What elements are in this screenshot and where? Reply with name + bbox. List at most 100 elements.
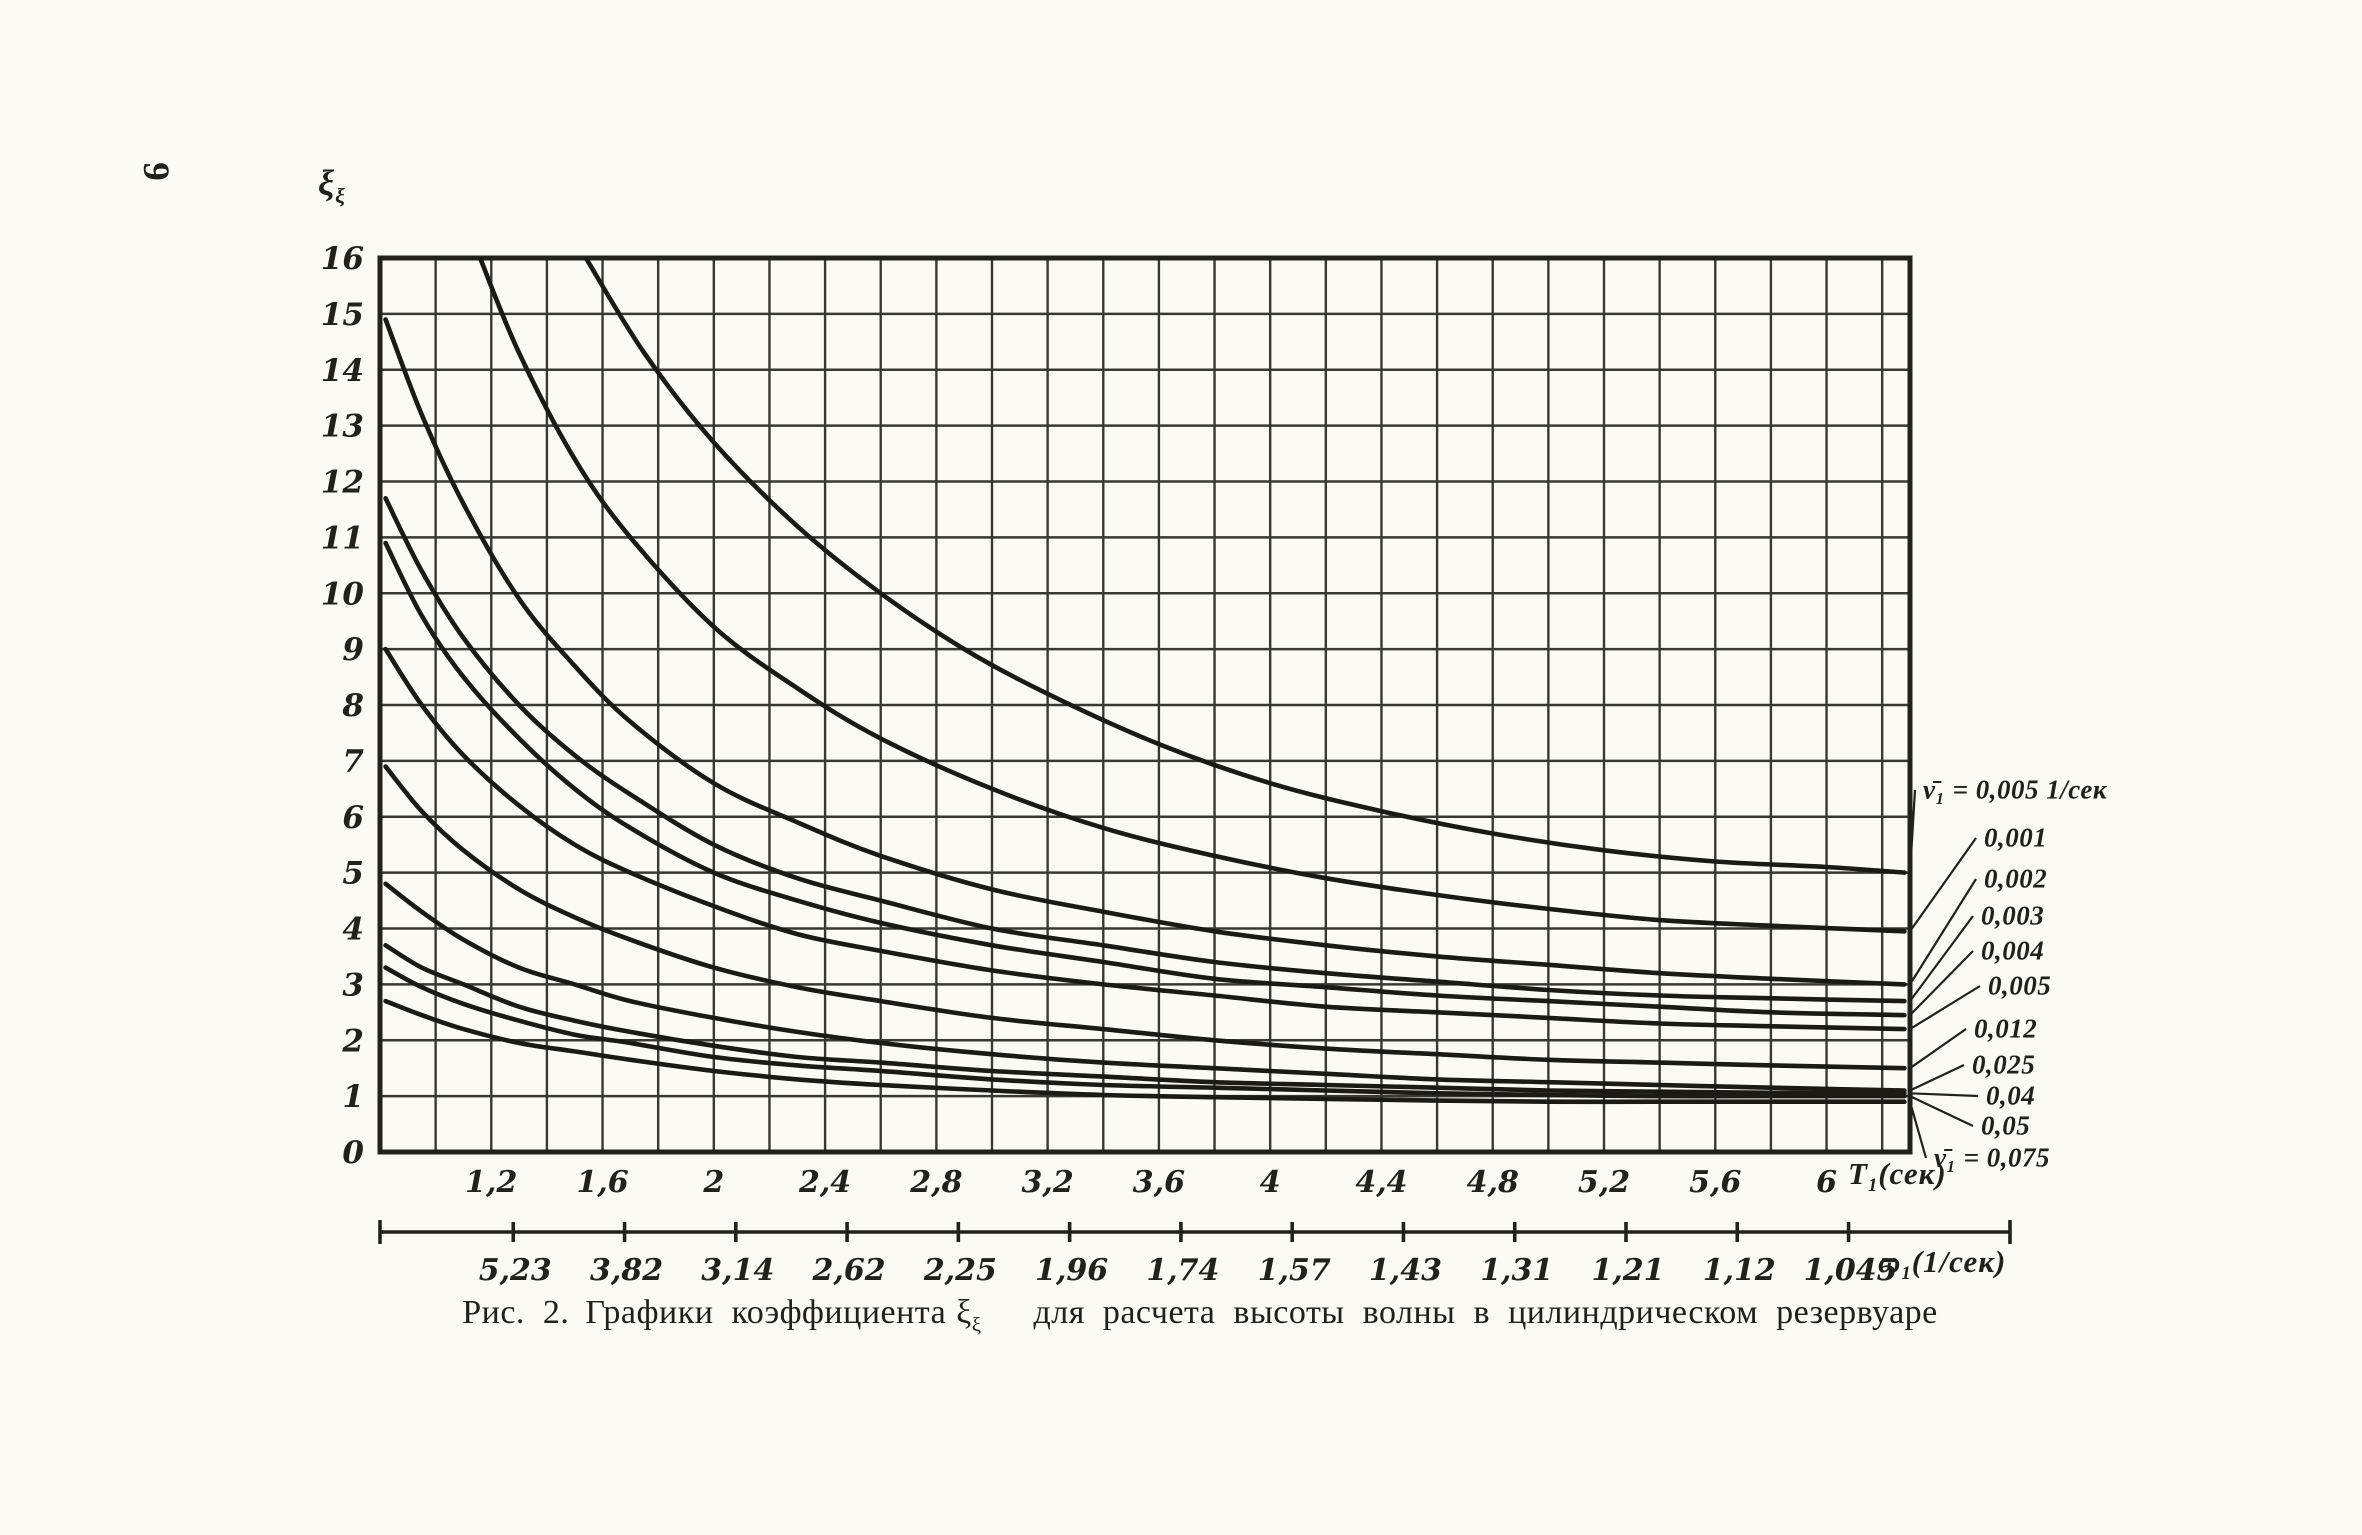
caption-xi-symbol: ξ: [956, 1294, 972, 1331]
leader-line: [1909, 950, 1974, 1016]
y-tick-label: 2: [341, 1023, 364, 1059]
omega-tick-label: 1,31: [1480, 1253, 1553, 1288]
curve: [383, 965, 1907, 1099]
x-tick-label: 2,4: [798, 1165, 851, 1200]
x-tick-label: 4,8: [1467, 1165, 1519, 1200]
leader-line: [1909, 985, 1981, 1031]
y-tick-label: 7: [342, 744, 364, 780]
y-tick-label: 3: [342, 967, 364, 1003]
caption-xi-subscript: ξ: [971, 1313, 982, 1336]
omega-tick-labels: 5,23 3,82 3,14 2,62 2,25 1,96 1,74 1,57 1,43 1,31…: [479, 1253, 1898, 1288]
curve: [383, 998, 1907, 1105]
legend-label: 0,005: [1988, 970, 2052, 1001]
curve: [477, 258, 1907, 934]
x-axis-symbol: T: [1848, 1156, 1868, 1191]
curve: [383, 540, 1907, 1018]
y-tick-label: 15: [321, 297, 364, 333]
omega-axis-title: ω1(1/сек): [1878, 1244, 2006, 1285]
figure-caption: Рис. 2. Графики коэффициента ξξ для расчета…: [320, 1294, 2080, 1337]
curve: [383, 881, 1907, 1093]
leader-line: [1909, 1064, 1965, 1092]
y-tick-label: 13: [321, 409, 364, 445]
omega-tick-label: 1,12: [1703, 1253, 1776, 1288]
omega-tick-label: 3,14: [701, 1253, 774, 1288]
figure-caption-number: Рис. 2.: [462, 1294, 570, 1331]
leader-line: [1909, 878, 1977, 985]
legend-label: 0,003: [1981, 900, 2045, 931]
leader-line: [1908, 789, 1917, 873]
leader-line: [1908, 1101, 1928, 1159]
omega-tick-label: 1,43: [1369, 1253, 1442, 1288]
y-tick-label: 5: [342, 856, 364, 892]
x-tick-label: 4,4: [1355, 1165, 1407, 1200]
y-tick-label: 4: [342, 912, 364, 948]
legend-label: 0,025: [1972, 1049, 2036, 1080]
curve: [383, 496, 1907, 1004]
legend-label: 0,002: [1984, 863, 2048, 894]
y-tick-label: 6: [342, 800, 364, 836]
legend-label: 0,012: [1974, 1013, 2038, 1044]
leader-line: [1909, 915, 1974, 1002]
x-tick-labels: 1,2 1,6 2 2,4 2,8 3,2 3,6 4 4,4 4,8 5,2 5,6 6: [465, 1165, 1837, 1200]
omega-axis-unit: (1/сек): [1911, 1244, 2007, 1279]
leader-lines: [1908, 789, 1981, 1159]
y-axis-symbol: ξ: [318, 163, 336, 203]
curve: [383, 317, 1907, 987]
legend-label: 0,001: [1984, 822, 2048, 853]
y-tick-label: 9: [342, 632, 364, 668]
leader-line: [1909, 1095, 1974, 1127]
y-tick-label: 0: [342, 1135, 364, 1171]
omega-axis: [378, 1220, 2012, 1244]
x-tick-label: 3,6: [1133, 1165, 1185, 1200]
curve: [383, 646, 1907, 1032]
x-axis-title: T1(сек): [1848, 1156, 1947, 1197]
omega-tick-label: 1,96: [1035, 1253, 1108, 1288]
y-tick-label: 11: [321, 520, 364, 556]
figure-caption-symbol: ξξ: [956, 1294, 981, 1336]
y-tick-label: 8: [341, 688, 364, 724]
x-tick-label: 5,2: [1578, 1165, 1630, 1200]
omega-axis-symbol: ω: [1878, 1244, 1902, 1279]
omega-axis-symbol-subscript: 1: [1901, 1263, 1912, 1285]
y-tick-label: 14: [321, 353, 364, 389]
legend-label: ν̄₁ = 0,005 1/сек: [1923, 774, 2108, 805]
y-tick-label: 10: [321, 576, 365, 612]
y-tick-label: 1: [342, 1079, 364, 1115]
curve-family: [383, 258, 1907, 1105]
omega-tick-label: 1,57: [1258, 1253, 1331, 1288]
x-tick-label: 4: [1260, 1165, 1281, 1200]
y-axis-symbol-subscript: ξ: [335, 184, 346, 209]
omega-tick-label: 2,62: [812, 1253, 886, 1288]
legend-label: 0,05: [1981, 1110, 2031, 1141]
x-tick-label: 6: [1816, 1165, 1837, 1200]
x-tick-label: 5,6: [1689, 1165, 1741, 1200]
legend-label: 0,004: [1981, 935, 2045, 966]
omega-tick-label: 2,25: [923, 1253, 997, 1288]
leader-line: [1909, 1092, 1979, 1098]
curve: [383, 943, 1907, 1096]
curve: [583, 258, 1907, 875]
omega-tick-label: 5,23: [479, 1253, 552, 1288]
y-axis-title: ξξ: [318, 162, 346, 209]
y-tick-label: 16: [321, 241, 364, 277]
legend-label: ν̄₁ = 0,075: [1934, 1142, 2051, 1173]
omega-tick-label: 1,74: [1146, 1253, 1219, 1288]
plot-border: [377, 255, 1913, 1155]
omega-tick-label: 1,21: [1591, 1253, 1664, 1288]
x-axis-unit: (сек): [1878, 1156, 1947, 1191]
figure-caption-text-before: Графики коэффициента: [585, 1294, 947, 1331]
omega-tick-label: 3,82: [590, 1253, 663, 1288]
x-tick-label: 1,2: [465, 1165, 517, 1200]
leader-line: [1909, 837, 1977, 932]
omega-tick-label: 1,045: [1804, 1253, 1898, 1288]
x-tick-label: 2: [702, 1165, 724, 1200]
figure-caption-text-after: для расчета высоты волны в цилиндрическо…: [1033, 1294, 1938, 1331]
x-tick-label: 2,8: [909, 1165, 962, 1200]
legend-label: 0,04: [1986, 1080, 2036, 1111]
leader-line: [1909, 1028, 1967, 1070]
x-tick-label: 3,2: [1022, 1165, 1074, 1200]
x-axis-symbol-subscript: 1: [1867, 1175, 1879, 1197]
